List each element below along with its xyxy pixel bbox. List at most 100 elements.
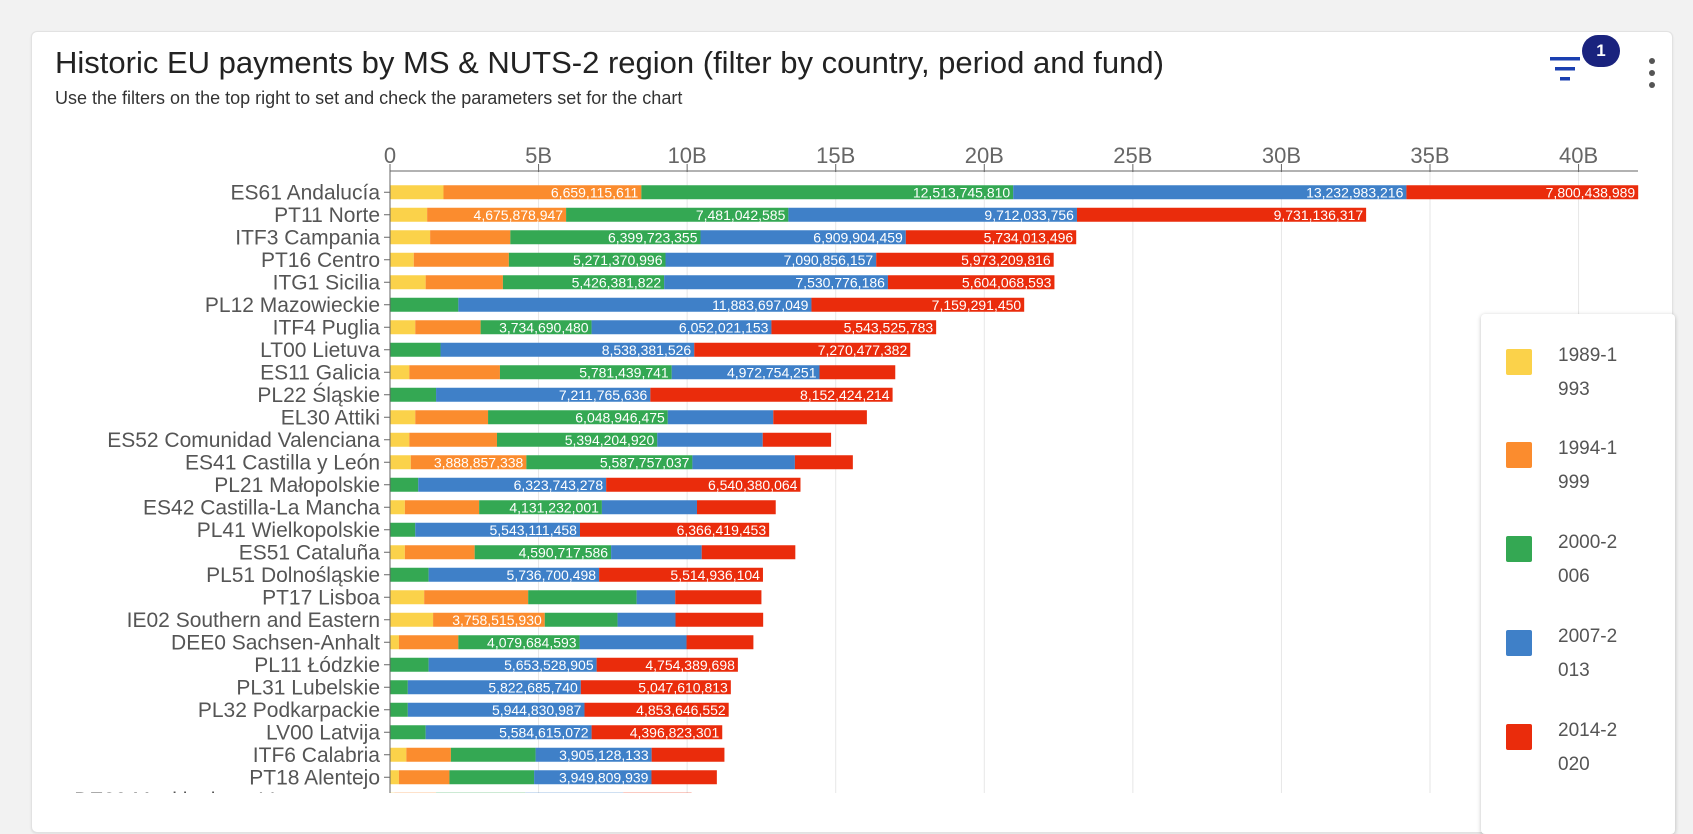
y-category-label: PL22 Śląskie	[257, 383, 380, 407]
bar-segment[interactable]	[675, 590, 761, 604]
x-tick-label: 25B	[1113, 143, 1152, 168]
bar-segment[interactable]	[390, 500, 405, 514]
bar-segment[interactable]	[426, 275, 503, 289]
bar-segment[interactable]	[399, 635, 458, 649]
y-category-label: PL21 Małopolskie	[214, 474, 380, 497]
bar-segment[interactable]	[687, 635, 754, 649]
bar-segment[interactable]	[390, 523, 415, 537]
bar-segment[interactable]	[390, 725, 426, 739]
bar-segment[interactable]	[414, 253, 509, 267]
data-label: 5,973,209,816	[961, 252, 1051, 268]
bar-segment[interactable]	[449, 770, 534, 784]
legend-item[interactable]: 2007-2013	[1506, 620, 1676, 692]
data-label: 8,152,424,214	[800, 387, 890, 403]
bar-segment[interactable]	[415, 320, 480, 334]
x-tick-label: 40B	[1559, 143, 1598, 168]
bar-segment[interactable]	[390, 545, 405, 559]
data-label: 6,399,723,355	[608, 229, 698, 245]
bar-segment[interactable]	[390, 680, 408, 694]
bar-segment[interactable]	[390, 433, 409, 447]
data-label: 6,052,021,153	[679, 319, 769, 335]
bar-segment[interactable]	[390, 703, 408, 717]
bar-segment[interactable]	[545, 613, 618, 627]
bar-segment[interactable]	[451, 748, 536, 762]
data-label: 6,659,115,611	[551, 184, 639, 200]
bar-segment[interactable]	[668, 410, 773, 424]
bar-segment[interactable]	[415, 410, 488, 424]
bar-segment[interactable]	[819, 365, 895, 379]
x-tick-label: 5B	[525, 143, 552, 168]
bar-segment[interactable]	[390, 388, 436, 402]
bar-segment[interactable]	[390, 275, 426, 289]
data-label: 6,909,904,459	[813, 229, 903, 245]
bar-segment[interactable]	[637, 590, 676, 604]
bar-segment[interactable]	[651, 770, 716, 784]
bar-segment[interactable]	[763, 433, 831, 447]
y-category-label: PL32 Podkarpackie	[198, 699, 380, 722]
data-label: 6,323,743,278	[514, 477, 604, 493]
y-category-label: ITF3 Campania	[235, 226, 380, 249]
bar-segment[interactable]	[390, 365, 409, 379]
bar-segment[interactable]	[409, 433, 497, 447]
legend-item[interactable]: 1989-1993	[1506, 339, 1676, 411]
x-tick-label: 10B	[668, 143, 707, 168]
y-category-label: ITG1 Sicilia	[273, 271, 381, 294]
bar-segment[interactable]	[652, 748, 725, 762]
bar-segment[interactable]	[795, 455, 853, 469]
bar-segment[interactable]	[430, 230, 510, 244]
bar-segment[interactable]	[390, 230, 430, 244]
bar-segment[interactable]	[405, 500, 479, 514]
bar-segment[interactable]	[390, 635, 399, 649]
bar-segment[interactable]	[618, 613, 676, 627]
y-category-label: PL31 Lubelskie	[236, 676, 380, 699]
y-category-label: ES52 Comunidad Valenciana	[107, 429, 380, 452]
bar-segment[interactable]	[692, 455, 795, 469]
y-category-label: ES61 Andalucía	[231, 181, 381, 204]
bar-segment[interactable]	[390, 208, 427, 222]
data-label: 13,232,983,216	[1306, 184, 1404, 200]
bar-segment[interactable]	[399, 770, 450, 784]
data-label: 5,047,610,813	[638, 679, 728, 695]
bar-segment[interactable]	[390, 298, 458, 312]
bar-segment[interactable]	[390, 568, 429, 582]
data-label: 7,481,042,585	[696, 207, 786, 223]
bar-segment[interactable]	[697, 500, 776, 514]
bar-segment[interactable]	[390, 748, 406, 762]
legend-label: 1994-1999	[1558, 432, 1618, 500]
bar-segment[interactable]	[390, 613, 433, 627]
bar-segment[interactable]	[676, 613, 764, 627]
data-label: 5,514,936,104	[670, 567, 760, 583]
bar-segment[interactable]	[773, 410, 867, 424]
y-category-label: ES42 Castilla-La Mancha	[143, 496, 380, 519]
bar-segment[interactable]	[602, 500, 697, 514]
data-label: 4,972,754,251	[727, 364, 817, 380]
legend-item[interactable]: 2014-2020	[1506, 714, 1676, 786]
bar-segment[interactable]	[702, 545, 796, 559]
bar-segment[interactable]	[390, 658, 429, 672]
data-label: 3,888,857,338	[434, 454, 524, 470]
data-label: 8,538,381,526	[602, 342, 692, 358]
data-label: 4,131,232,001	[509, 499, 599, 515]
bar-segment[interactable]	[390, 455, 411, 469]
bar-segment[interactable]	[409, 365, 500, 379]
bar-segment[interactable]	[390, 185, 443, 199]
data-label: 5,394,204,920	[565, 432, 655, 448]
bar-segment[interactable]	[390, 253, 414, 267]
bar-segment[interactable]	[611, 545, 702, 559]
bar-segment[interactable]	[424, 590, 528, 604]
bar-segment[interactable]	[405, 545, 475, 559]
bar-segment[interactable]	[390, 478, 418, 492]
data-label: 5,734,013,496	[984, 229, 1074, 245]
bar-segment[interactable]	[390, 320, 415, 334]
bar-segment[interactable]	[580, 635, 687, 649]
bar-segment[interactable]	[390, 410, 415, 424]
legend-item[interactable]: 1994-1999	[1506, 432, 1676, 504]
legend-item[interactable]: 2000-2006	[1506, 526, 1676, 598]
bar-segment[interactable]	[390, 770, 399, 784]
bar-segment[interactable]	[390, 343, 441, 357]
bar-segment[interactable]	[528, 590, 636, 604]
bar-segment[interactable]	[657, 433, 762, 447]
bar-segment[interactable]	[406, 748, 451, 762]
bar-segment[interactable]	[390, 590, 424, 604]
y-category-label: EL30 Attiki	[281, 406, 380, 429]
